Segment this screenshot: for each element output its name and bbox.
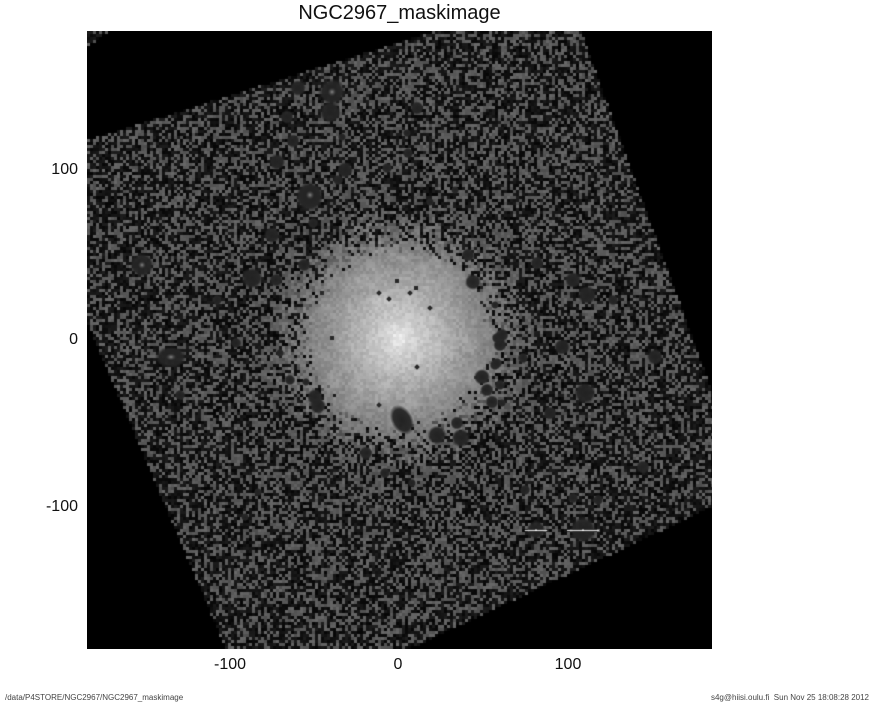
file-path-label: /data/P4STORE/NGC2967/NGC2967_maskimage [5, 693, 184, 702]
user-timestamp-label: s4g@hiisi.oulu.fi Sun Nov 25 18:08:28 20… [710, 693, 869, 702]
x-axis-tick-label: 0 [393, 656, 403, 673]
mask-image-canvas [87, 31, 712, 649]
plot-area [87, 31, 712, 649]
x-axis-tick-label: -100 [213, 656, 247, 673]
y-axis-tick-label: 100 [51, 161, 78, 178]
y-axis-tick-label: -100 [45, 498, 78, 515]
y-axis-tick-label: 0 [69, 331, 78, 348]
x-axis-tick-label: 100 [554, 656, 582, 673]
page-title: NGC2967_maskimage [298, 2, 501, 24]
